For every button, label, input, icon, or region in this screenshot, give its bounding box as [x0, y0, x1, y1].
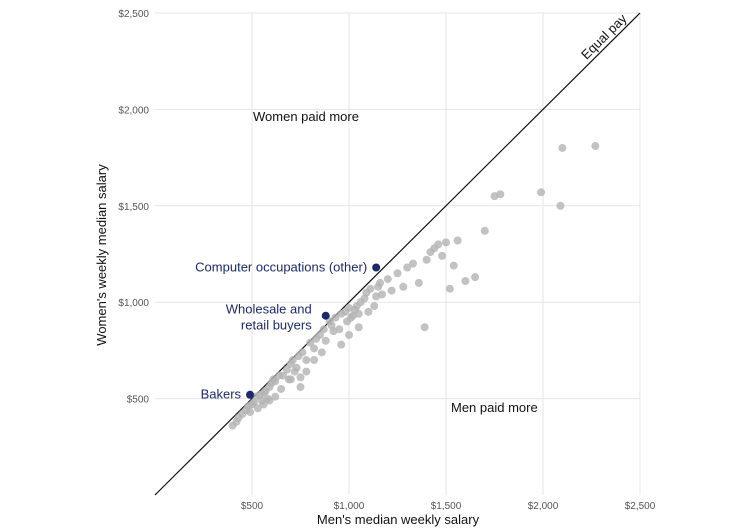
data-point: [277, 384, 286, 393]
data-point: [480, 226, 489, 235]
data-point: [461, 276, 470, 285]
data-point: [383, 275, 392, 284]
highlighted-points: Computer occupations (other) Wholesale an…: [195, 259, 381, 402]
data-point: [271, 377, 280, 386]
data-point: [310, 356, 319, 365]
grid: [155, 12, 641, 495]
data-point: [246, 408, 255, 417]
data-point: [310, 344, 319, 353]
data-point: [434, 240, 443, 249]
data-point: [558, 143, 567, 152]
data-point: [366, 284, 375, 293]
x-tick-label: $2,500: [625, 501, 656, 512]
highlight-point: [246, 390, 255, 399]
data-point: [422, 255, 431, 264]
x-tick-label: $500: [241, 501, 264, 512]
x-axis-title: Men's median weekly salary: [317, 512, 480, 527]
highlight-label: Bakers: [201, 387, 242, 402]
data-point: [393, 269, 402, 278]
data-point: [354, 309, 363, 318]
x-tick-label: $1,000: [334, 501, 365, 512]
data-point: [337, 340, 346, 349]
x-tick-label: $2,000: [528, 501, 559, 512]
equal-pay-label: Equal pay: [578, 11, 630, 63]
data-point: [319, 325, 328, 334]
region-label-men-paid-more: Men paid more: [451, 400, 538, 415]
data-point: [403, 263, 412, 272]
data-point: [282, 365, 291, 374]
data-point: [335, 325, 344, 334]
highlight-point: [372, 263, 381, 272]
data-point: [259, 400, 268, 409]
data-point: [556, 201, 565, 210]
data-point: [354, 323, 363, 332]
data-point: [302, 367, 311, 376]
data-point: [453, 236, 462, 245]
data-point: [471, 273, 480, 282]
highlight-label: Computer occupations (other): [195, 259, 367, 274]
data-point: [306, 338, 315, 347]
y-axis-title: Women's weekly median salary: [94, 164, 109, 346]
data-point: [414, 278, 423, 287]
data-point: [376, 278, 385, 287]
data-point: [399, 282, 408, 291]
data-point: [445, 284, 454, 293]
data-point: [420, 323, 429, 332]
data-point: [370, 302, 379, 311]
data-point: [496, 190, 505, 199]
y-tick-label: $1,500: [118, 202, 149, 213]
data-point: [228, 421, 237, 430]
points: [228, 142, 600, 430]
data-point: [286, 375, 295, 384]
data-point: [321, 336, 330, 345]
y-tick-label: $2,000: [118, 105, 149, 116]
data-point: [265, 396, 274, 405]
data-point: [377, 290, 386, 299]
data-point: [449, 261, 458, 270]
region-label-women-paid-more: Women paid more: [253, 109, 359, 124]
data-point: [387, 286, 396, 295]
data-point: [298, 348, 307, 357]
data-point: [364, 307, 373, 316]
equal-pay-line: [154, 12, 641, 496]
data-point: [442, 238, 450, 247]
tick-labels: $500 $1,000 $1,500 $2,000 $2,500 $500 $1,000 $1…: [118, 9, 655, 512]
data-point: [409, 259, 418, 268]
y-tick-label: $2,500: [118, 9, 149, 20]
y-tick-label: $500: [127, 395, 150, 406]
data-point: [537, 188, 546, 197]
data-point: [292, 363, 301, 372]
data-point: [302, 356, 311, 365]
data-point: [288, 356, 297, 365]
y-tick-label: $1,000: [118, 298, 149, 309]
data-point: [279, 371, 288, 380]
data-point: [253, 404, 262, 413]
data-point: [317, 348, 326, 357]
data-point: [315, 330, 324, 339]
data-point: [296, 373, 305, 382]
data-point: [345, 330, 353, 339]
data-point: [438, 251, 447, 260]
highlight-label: Wholesale and retail buyers: [226, 302, 312, 333]
x-tick-label: $1,500: [431, 501, 462, 512]
data-point: [271, 392, 280, 401]
highlight-point: [321, 311, 330, 320]
data-point: [591, 142, 600, 151]
data-point: [331, 313, 340, 322]
data-point: [296, 383, 305, 392]
